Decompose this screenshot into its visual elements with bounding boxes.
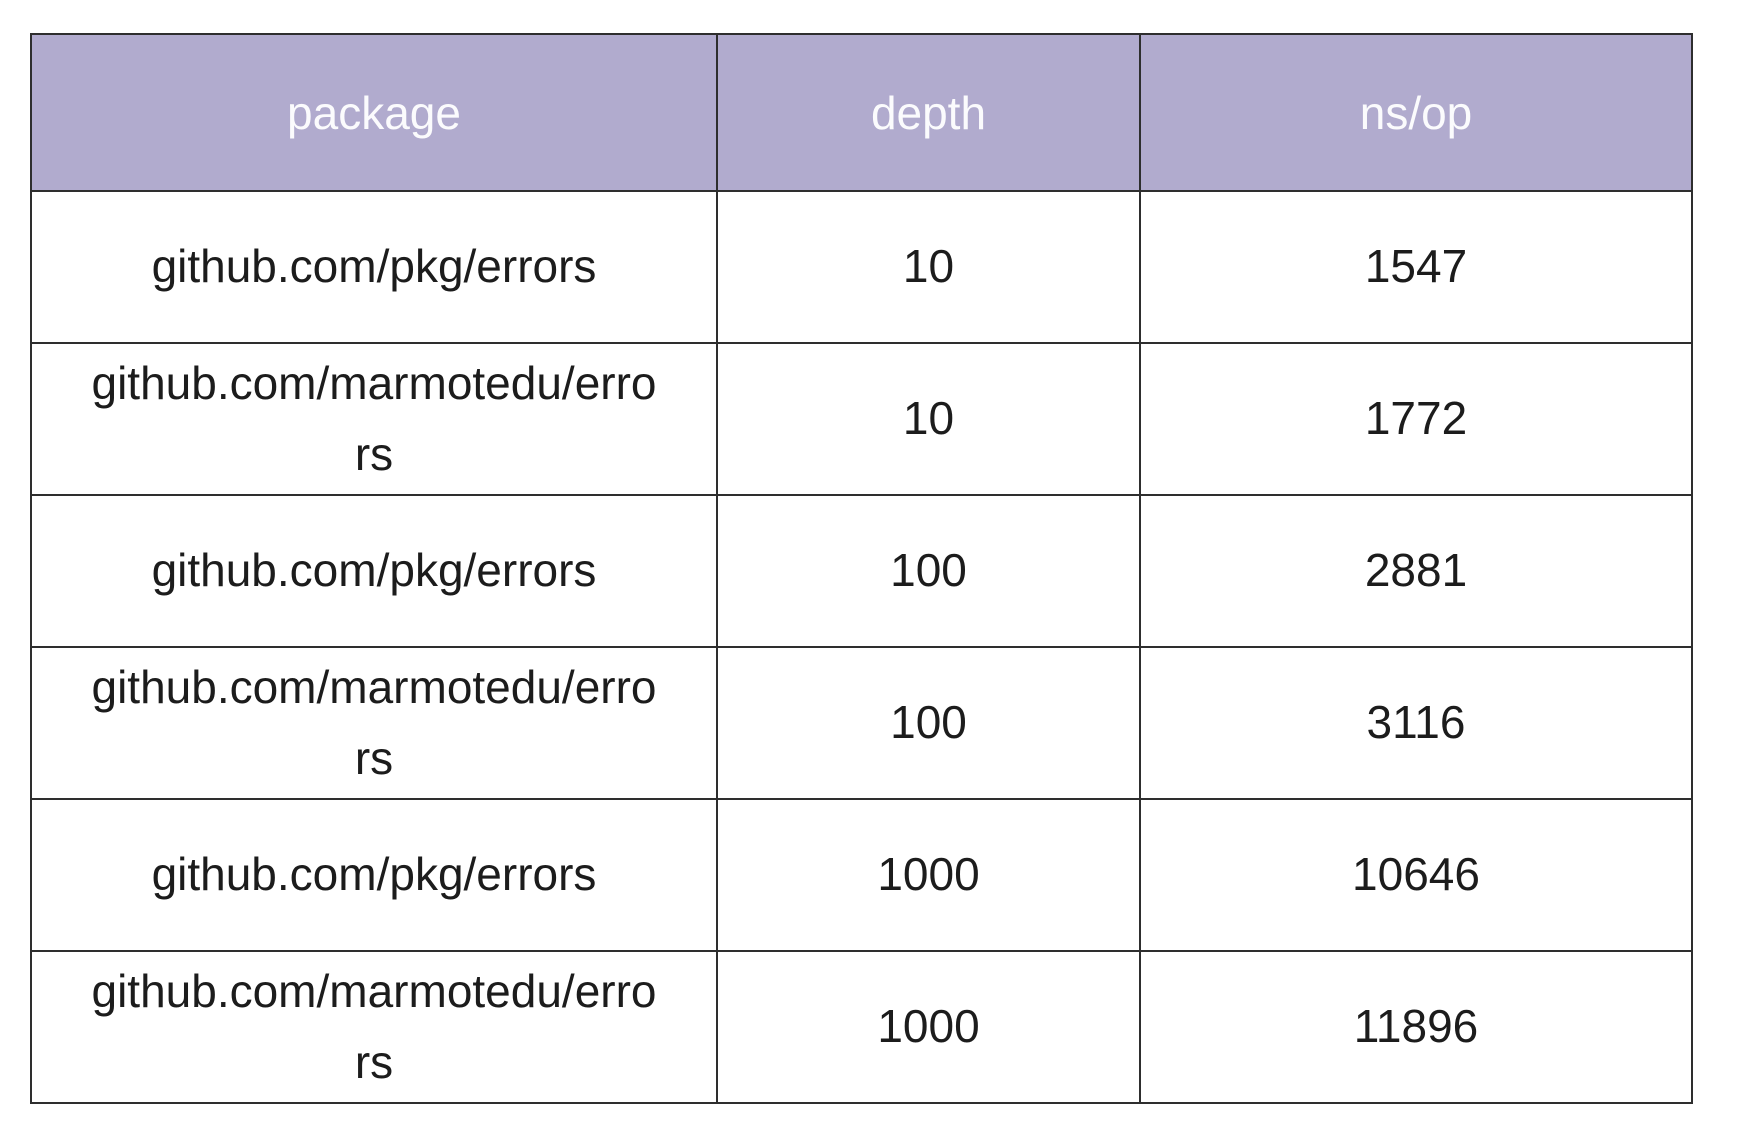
header-package: package bbox=[30, 33, 718, 192]
table-row: github.com/pkg/errors 1000 10646 bbox=[30, 798, 1693, 952]
package-value: github.com/pkg/errors bbox=[151, 544, 597, 597]
package-cell: github.com/marmotedu/errors bbox=[30, 950, 718, 1104]
depth-cell: 10 bbox=[716, 342, 1141, 496]
depth-cell: 100 bbox=[716, 646, 1141, 800]
package-value: github.com/marmotedu/errors bbox=[91, 356, 657, 480]
package-cell: github.com/marmotedu/errors bbox=[30, 342, 718, 496]
nsop-cell: 2881 bbox=[1139, 494, 1693, 648]
depth-cell: 1000 bbox=[716, 798, 1141, 952]
header-nsop: ns/op bbox=[1139, 33, 1693, 192]
package-value: github.com/marmotedu/errors bbox=[91, 660, 657, 784]
package-value: github.com/pkg/errors bbox=[151, 240, 597, 293]
package-value: github.com/pkg/errors bbox=[151, 848, 597, 901]
depth-cell: 10 bbox=[716, 190, 1141, 344]
nsop-cell: 3116 bbox=[1139, 646, 1693, 800]
table-row: github.com/marmotedu/errors 1000 11896 bbox=[30, 950, 1693, 1104]
package-cell: github.com/pkg/errors bbox=[30, 494, 718, 648]
table-header-row: package depth ns/op bbox=[30, 33, 1693, 192]
table-row: github.com/marmotedu/errors 100 3116 bbox=[30, 646, 1693, 800]
nsop-cell: 1772 bbox=[1139, 342, 1693, 496]
nsop-cell: 10646 bbox=[1139, 798, 1693, 952]
table-row: github.com/marmotedu/errors 10 1772 bbox=[30, 342, 1693, 496]
package-value: github.com/marmotedu/errors bbox=[91, 964, 657, 1088]
depth-cell: 1000 bbox=[716, 950, 1141, 1104]
benchmark-table-container: package depth ns/op github.com/pkg/error… bbox=[30, 33, 1693, 1104]
nsop-cell: 11896 bbox=[1139, 950, 1693, 1104]
package-cell: github.com/pkg/errors bbox=[30, 798, 718, 952]
package-cell: github.com/pkg/errors bbox=[30, 190, 718, 344]
header-depth: depth bbox=[716, 33, 1141, 192]
package-cell: github.com/marmotedu/errors bbox=[30, 646, 718, 800]
table-row: github.com/pkg/errors 100 2881 bbox=[30, 494, 1693, 648]
table-row: github.com/pkg/errors 10 1547 bbox=[30, 190, 1693, 344]
depth-cell: 100 bbox=[716, 494, 1141, 648]
benchmark-table: package depth ns/op github.com/pkg/error… bbox=[30, 33, 1693, 1104]
nsop-cell: 1547 bbox=[1139, 190, 1693, 344]
